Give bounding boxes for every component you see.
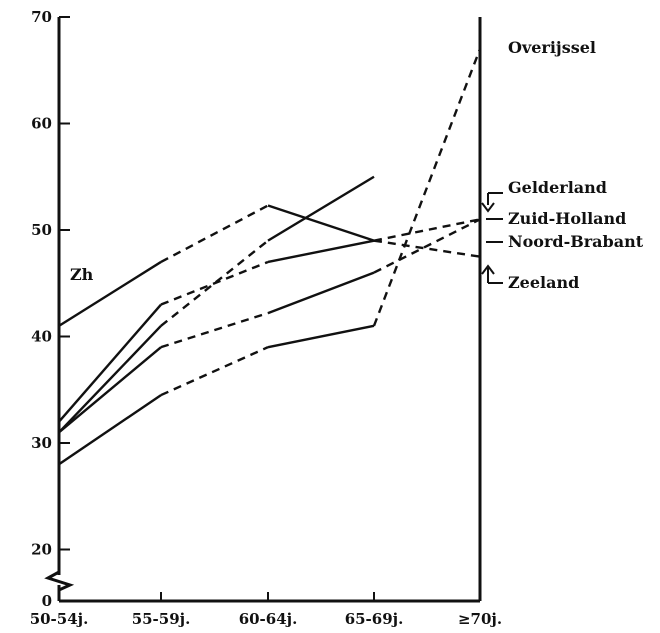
y-tick-label: 40 (31, 328, 52, 346)
series-segment (267, 204, 375, 242)
series-noord-brabant (58, 175, 375, 434)
x-tick-label: ≥70j. (458, 610, 502, 628)
y-ticks: 0 20 30 40 50 60 70 (31, 8, 70, 610)
series-segment (160, 204, 269, 264)
y-tick-label: 20 (31, 541, 52, 559)
series-layer (58, 48, 482, 466)
series-overijssel (58, 48, 482, 466)
series-segment (160, 260, 269, 306)
annotation-zh: Zh (70, 265, 94, 284)
series-segment (160, 346, 269, 397)
series-segment (58, 260, 162, 327)
y-tick-label: 50 (31, 221, 52, 239)
series-segment (267, 239, 375, 264)
series-segment (58, 325, 162, 434)
arrow-gelderland (481, 202, 495, 213)
series-label-overijssel: Overijssel (508, 38, 596, 57)
series-segment (160, 311, 269, 349)
series-segment (372, 48, 482, 327)
series-segment (373, 218, 481, 274)
y-tick-label: 60 (31, 115, 52, 133)
y-axis: 0 20 30 40 50 60 70 (31, 8, 75, 610)
series-zuid-holland (58, 204, 481, 327)
series-segment (373, 218, 481, 242)
series-labels: Overijssel Gelderland Zuid-Holland Noord… (481, 38, 644, 292)
y-tick-label: 30 (31, 434, 52, 452)
x-tick-label: 60-64j. (239, 610, 298, 628)
arrow-zeeland (481, 264, 495, 275)
y-tick-label: 0 (42, 592, 52, 610)
series-zeeland (58, 218, 481, 434)
x-axis: 50-54j. 55-59j. 60-64j. 65-69j. ≥70j. (30, 592, 502, 628)
y-tick-label: 70 (31, 8, 52, 26)
series-label-gelderland: Gelderland (508, 178, 607, 197)
x-tick-label: 55-59j. (132, 610, 191, 628)
series-segment (58, 303, 162, 423)
series-segment (373, 239, 481, 258)
series-segment (160, 239, 269, 327)
x-tick-label: 65-69j. (345, 610, 404, 628)
axis-break-mark (44, 570, 75, 592)
series-segment (58, 394, 162, 466)
series-segment (267, 324, 375, 349)
series-gelderland (58, 218, 481, 423)
series-label-zeeland: Zeeland (508, 273, 579, 292)
x-ticks: 50-54j. 55-59j. 60-64j. 65-69j. ≥70j. (30, 592, 502, 628)
series-segment (58, 346, 162, 434)
series-segment (267, 175, 375, 242)
x-tick-label: 50-54j. (30, 610, 89, 628)
series-label-zuid-holland: Zuid-Holland (508, 209, 626, 228)
series-label-noord-brabant: Noord-Brabant (508, 232, 644, 251)
series-segment (267, 271, 375, 315)
